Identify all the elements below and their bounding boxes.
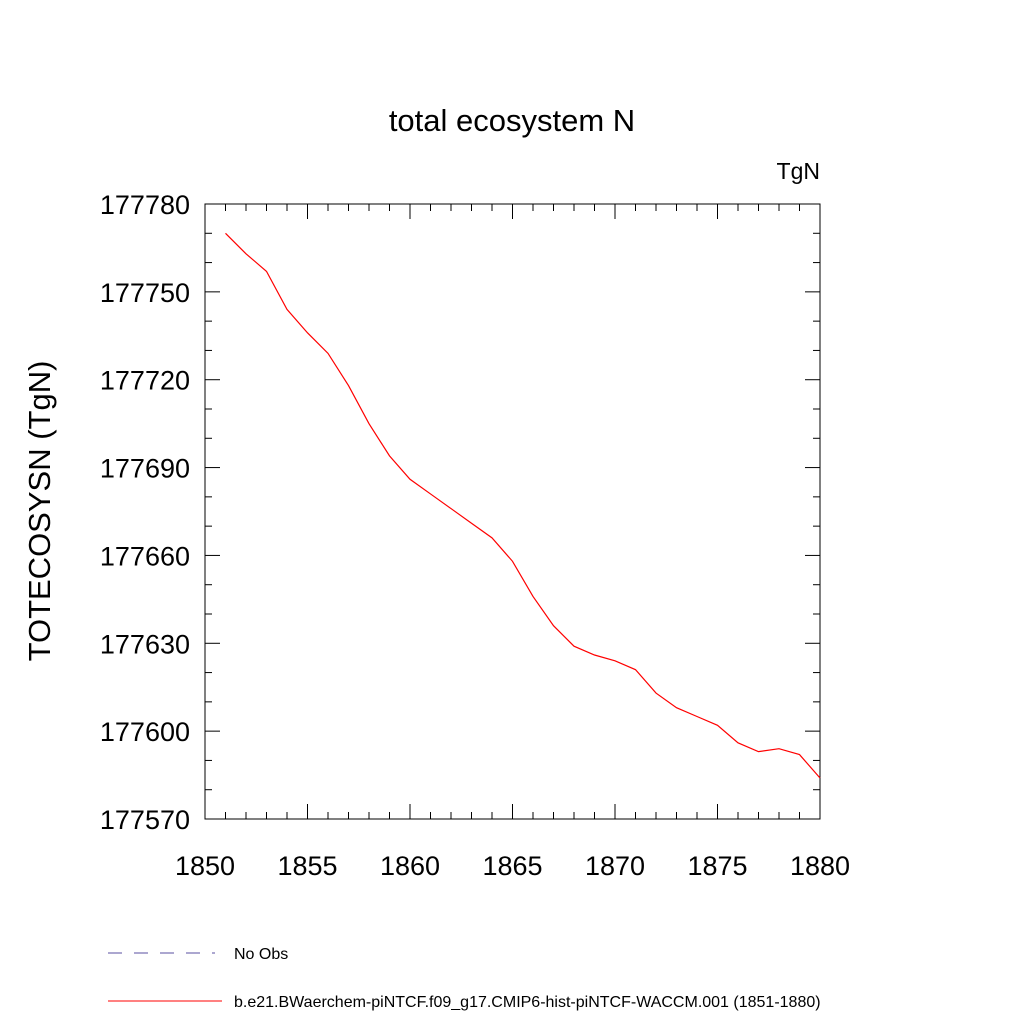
x-tick-label: 1850 <box>175 851 235 881</box>
y-tick-label: 177720 <box>100 366 190 396</box>
y-axis-label: TOTECOSYSN (TgN) <box>22 361 57 662</box>
x-tick-label: 1860 <box>380 851 440 881</box>
y-tick-label: 177570 <box>100 805 190 835</box>
series-line <box>225 232 821 779</box>
x-tick-label: 1880 <box>790 851 850 881</box>
chart-title: total ecosystem N <box>389 103 635 138</box>
x-tick-label: 1855 <box>277 851 337 881</box>
legend-label: b.e21.BWaerchem-piNTCF.f09_g17.CMIP6-his… <box>234 994 821 1011</box>
y-tick-label: 177660 <box>100 541 190 571</box>
plot-frame <box>204 203 821 820</box>
x-tick-label: 1865 <box>482 851 542 881</box>
units-label: TgN <box>777 158 820 184</box>
series-layer <box>225 232 821 779</box>
ticks-layer: 1850 1855 1860 1865 1870 1875 1880 177570 177600… <box>100 190 850 881</box>
y-tick-label: 177750 <box>100 278 190 308</box>
legend-label: No Obs <box>234 946 288 963</box>
legend: No Obs b.e21.BWaerchem-piNTCF.f09_g17.CMI… <box>108 946 821 1011</box>
y-tick-label: 177630 <box>100 629 190 659</box>
x-tick-label: 1875 <box>687 851 747 881</box>
x-tick-label: 1870 <box>585 851 645 881</box>
y-tick-label: 177780 <box>100 190 190 220</box>
y-tick-label: 177600 <box>100 717 190 747</box>
y-tick-label: 177690 <box>100 454 190 484</box>
